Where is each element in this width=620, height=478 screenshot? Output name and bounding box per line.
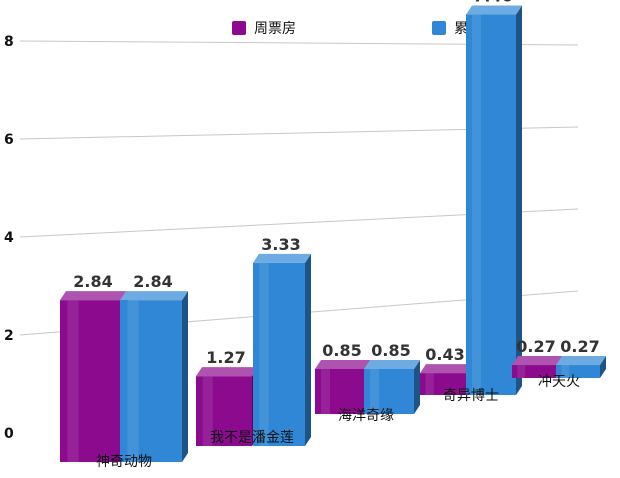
- data-label: 0.43: [425, 345, 464, 364]
- bar-top: [364, 359, 420, 369]
- bar-top: [120, 291, 188, 301]
- legend-item-weekly: 周票房: [232, 18, 296, 38]
- bar-side: [516, 5, 522, 395]
- y-tick-label: 0: [4, 426, 14, 442]
- data-label: 1.27: [206, 348, 245, 367]
- bar-highlight: [517, 365, 526, 378]
- category-label: 冲天火: [538, 374, 580, 390]
- bar-highlight: [259, 262, 269, 446]
- bar-side: [600, 356, 606, 378]
- bar-top: [253, 253, 311, 263]
- data-label: 0.27: [560, 337, 599, 356]
- bar-side: [305, 253, 311, 446]
- bar-top: [315, 359, 371, 369]
- legend-swatch-weekly: [232, 21, 246, 35]
- data-label: 7.46: [473, 0, 512, 6]
- bar-highlight: [127, 300, 139, 462]
- bar-side: [182, 291, 188, 462]
- bar-top: [556, 356, 606, 366]
- legend-swatch-cumulative: [432, 21, 446, 35]
- y-tick-label: 6: [4, 132, 14, 148]
- bar-highlight: [472, 14, 481, 395]
- bar-top: [420, 364, 472, 374]
- data-label: 0.85: [322, 341, 361, 360]
- bar-top: [466, 5, 522, 15]
- category-label: 神奇动物: [96, 453, 152, 470]
- bar-highlight: [561, 365, 570, 378]
- bar-highlight: [67, 300, 79, 462]
- data-label: 2.84: [73, 272, 112, 291]
- data-label: 3.33: [261, 235, 300, 254]
- data-label: 0.85: [371, 341, 410, 360]
- category-label: 我不是潘金莲: [210, 430, 294, 446]
- category-label: 海洋奇缘: [338, 407, 394, 424]
- bar-top: [512, 356, 562, 366]
- y-tick-label: 2: [4, 328, 14, 344]
- bar-highlight: [370, 368, 379, 414]
- data-label: 2.84: [133, 272, 172, 291]
- legend-label-weekly: 周票房: [254, 21, 296, 37]
- y-tick-label: 8: [4, 34, 14, 50]
- bar-top: [196, 367, 258, 377]
- bar-top: [60, 291, 128, 301]
- data-label: 0.27: [516, 337, 555, 356]
- y-tick-label: 4: [4, 230, 14, 246]
- bar-highlight: [202, 376, 213, 446]
- bar-side: [414, 359, 420, 414]
- category-label: 奇异博士: [443, 387, 499, 404]
- bar-highlight: [425, 373, 434, 395]
- bar-highlight: [321, 368, 330, 414]
